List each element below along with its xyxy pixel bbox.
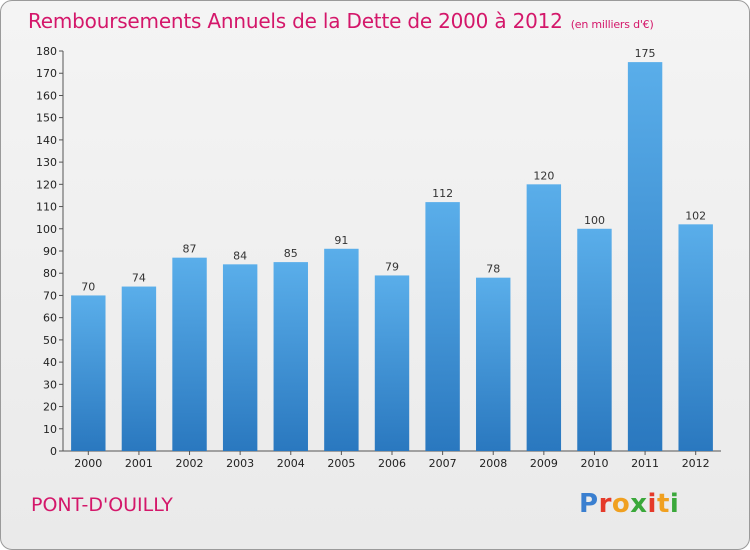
x-tick-label: 2004 — [277, 457, 305, 470]
axes: 0 10 20 30 40 50 60 70 80 90 100 110 120 130 140 150 160… — [36, 45, 721, 470]
bar-value-label: 175 — [635, 47, 656, 60]
bar-value-label: 120 — [533, 169, 554, 182]
logo-letter: x — [630, 489, 648, 519]
bar — [425, 202, 460, 451]
y-tick-label: 30 — [43, 378, 57, 391]
y-tick-label: 60 — [43, 312, 57, 325]
logo-letter: t — [656, 489, 670, 519]
x-tick-label: 2005 — [327, 457, 355, 470]
logo-letter: i — [669, 489, 680, 519]
bar-value-label: 79 — [385, 260, 399, 273]
x-tick-label: 2002 — [176, 457, 204, 470]
y-tick-label: 160 — [36, 89, 57, 102]
logo-letter: P — [579, 489, 599, 519]
y-tick-label: 80 — [43, 267, 57, 280]
bar — [476, 277, 511, 451]
bar — [526, 184, 562, 452]
y-tick-label: 20 — [43, 401, 57, 414]
chart-title: Remboursements Annuels de la Dette de 20… — [28, 9, 654, 33]
bar — [172, 257, 207, 451]
bar — [71, 295, 106, 451]
bars: 70 74 87 84 85 91 79 112 78 120 100 175 102 — [71, 47, 713, 452]
bar — [324, 248, 359, 451]
bar-value-label: 70 — [81, 280, 95, 293]
y-tick-label: 100 — [36, 223, 57, 236]
x-tick-label: 2007 — [429, 457, 457, 470]
bar — [577, 228, 612, 451]
x-tick-label: 2000 — [74, 457, 102, 470]
place-name: PONT-D'OUILLY — [31, 494, 173, 516]
x-tick-label: 2006 — [378, 457, 406, 470]
logo-letter: o — [611, 489, 631, 519]
x-tick-label: 2003 — [226, 457, 254, 470]
y-tick-label: 140 — [36, 134, 57, 147]
bar — [273, 262, 308, 451]
bar-value-label: 74 — [132, 272, 146, 285]
bar — [678, 224, 713, 451]
bar-value-label: 112 — [432, 187, 453, 200]
y-tick-label: 170 — [36, 67, 57, 80]
y-tick-label: 130 — [36, 156, 57, 169]
y-tick-label: 120 — [36, 178, 57, 191]
proxiti-logo: Proxiti — [579, 489, 679, 519]
y-tick-label: 110 — [36, 201, 57, 214]
bar-value-label: 78 — [486, 263, 500, 276]
chart-title-text: Remboursements Annuels de la Dette de 20… — [28, 9, 563, 33]
y-tick-label: 40 — [43, 356, 57, 369]
bar-value-label: 84 — [233, 249, 247, 262]
y-tick-label: 10 — [43, 423, 57, 436]
x-tick-label: 2008 — [479, 457, 507, 470]
y-tick-label: 150 — [36, 112, 57, 125]
y-tick-label: 0 — [50, 445, 57, 458]
x-tick-label: 2001 — [125, 457, 153, 470]
y-tick-label: 180 — [36, 45, 57, 58]
bar — [222, 264, 258, 451]
bar-value-label: 102 — [685, 209, 706, 222]
y-tick-label: 50 — [43, 334, 57, 347]
x-tick-label: 2011 — [631, 457, 659, 470]
logo-letter: i — [647, 489, 657, 519]
logo-letter: r — [598, 489, 612, 519]
y-tick-label: 90 — [43, 245, 57, 258]
bar-value-label: 85 — [284, 247, 298, 260]
x-tick-label: 2009 — [530, 457, 558, 470]
bar-value-label: 100 — [584, 214, 605, 227]
bar — [374, 275, 410, 451]
bar-value-label: 87 — [183, 243, 197, 256]
x-tick-label: 2010 — [580, 457, 608, 470]
x-tick-label: 2012 — [682, 457, 710, 470]
y-tick-label: 70 — [43, 289, 57, 302]
bar-value-label: 91 — [334, 234, 348, 247]
bar — [627, 62, 663, 451]
chart-subtitle: (en milliers d'€) — [570, 18, 654, 31]
bar — [121, 286, 157, 451]
